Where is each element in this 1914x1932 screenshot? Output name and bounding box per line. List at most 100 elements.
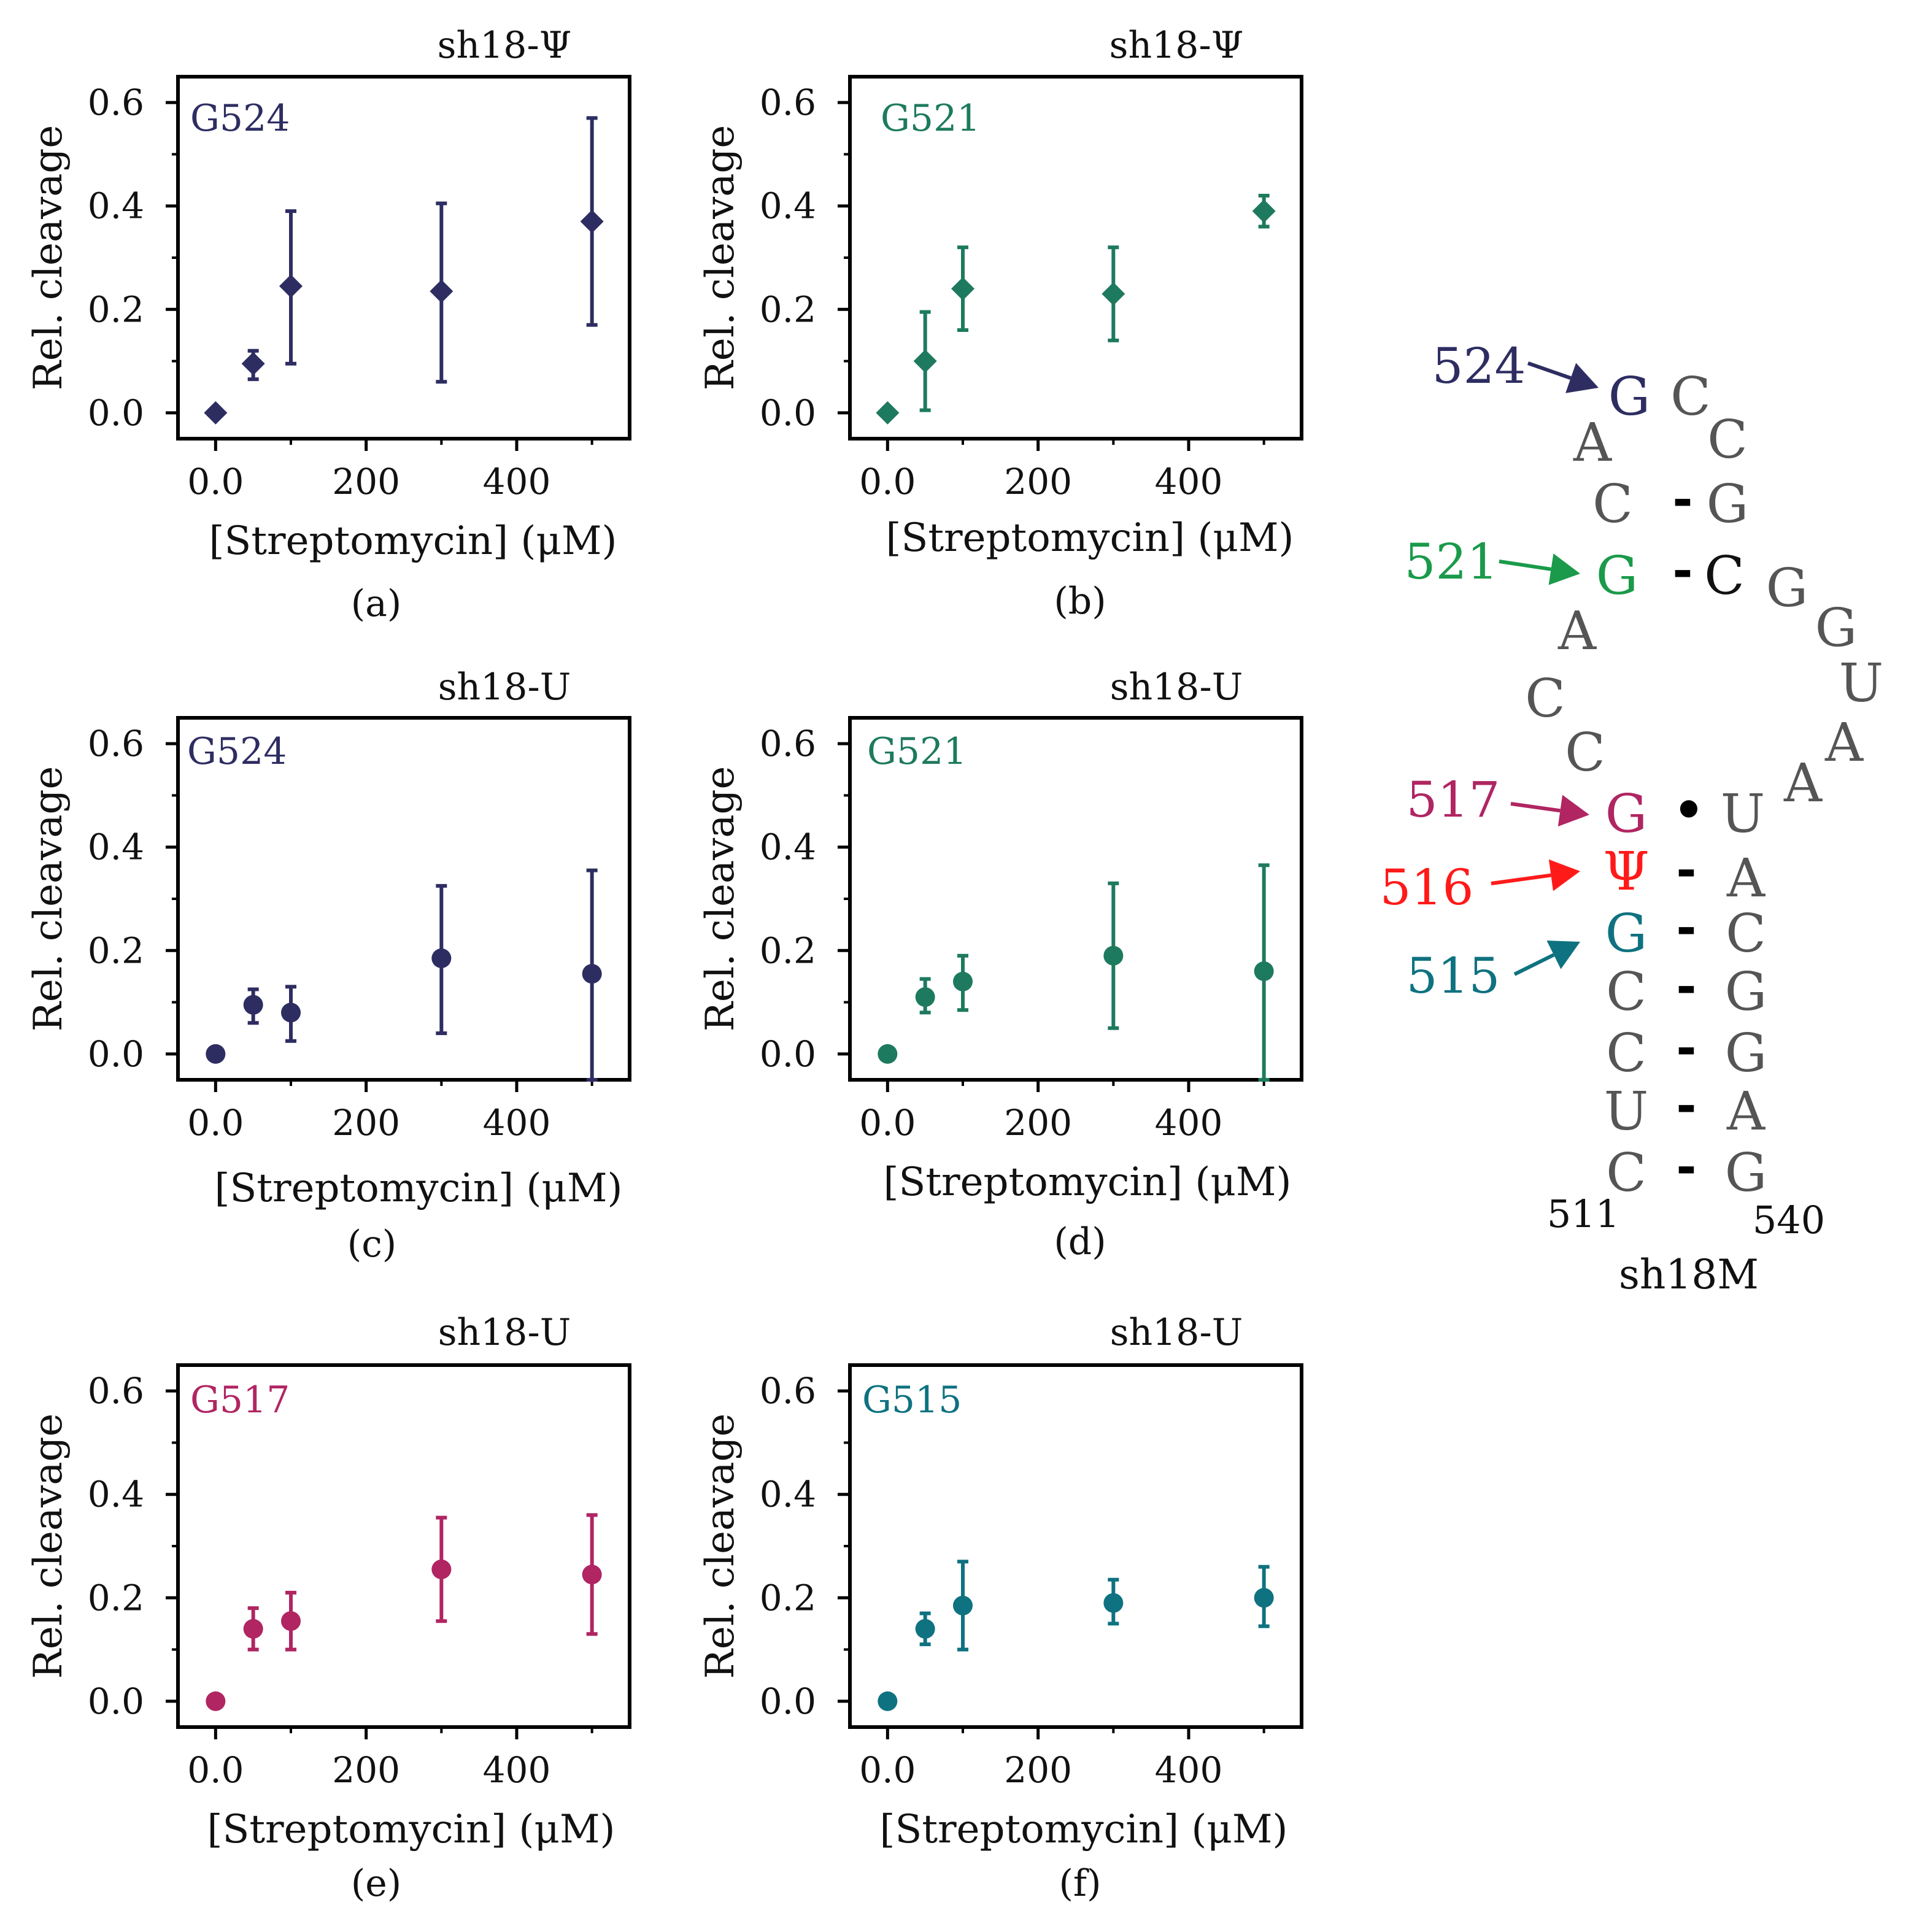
axes-ticks: 0.0 0.2 0.4 0.6 0.0 200 400 (760, 82, 1265, 502)
base-531: U (1839, 653, 1883, 714)
y-tick-label: 0.6 (760, 82, 816, 123)
base-539: A (1726, 1081, 1765, 1142)
y-tick-label: 0.6 (88, 82, 144, 123)
data-point (206, 1044, 226, 1064)
x-tick-label: 0.0 (859, 1102, 916, 1144)
x-axis-label: [Streptomycin] (μM) (207, 1807, 615, 1852)
arrow-head (1565, 363, 1599, 393)
x-axis-label: [Streptomycin] (μM) (215, 1166, 623, 1211)
data-point (580, 210, 604, 233)
x-tick-label: 200 (1004, 461, 1072, 502)
data-point (582, 964, 602, 984)
panel-label: (f) (1059, 1862, 1101, 1905)
data-point (1103, 945, 1124, 966)
data-marks (206, 868, 602, 1082)
base-514: C (1606, 961, 1646, 1023)
base-533: A (1783, 753, 1823, 814)
data-point (431, 948, 452, 968)
arrow-label-521: 521 (1405, 533, 1499, 590)
structure-title: sh18M (1619, 1251, 1759, 1298)
data-point (915, 1618, 935, 1639)
x-tick-label: 0.0 (187, 461, 244, 502)
pair-bond: - (1676, 899, 1696, 956)
axes-ticks: 0.0 0.2 0.4 0.6 0.0 200 400 (88, 723, 593, 1144)
data-point (1254, 961, 1274, 981)
y-tick-label: 0.4 (88, 826, 144, 868)
base-520: A (1557, 601, 1597, 662)
base-517: G (1605, 783, 1648, 845)
base-524: G (1608, 366, 1651, 428)
x-axis-label: [Streptomycin] (μM) (886, 515, 1294, 561)
data-point (241, 352, 265, 375)
panel-title: sh18-U (1110, 1311, 1243, 1354)
arrow-head (1546, 941, 1580, 969)
inset-label: G524 (187, 730, 287, 773)
inset-label: G521 (867, 730, 967, 773)
base-530: G (1815, 598, 1858, 659)
y-axis-label: Rel. cleavage (698, 125, 743, 391)
y-tick-label: 0.0 (760, 1033, 816, 1075)
base-525: C (1670, 366, 1711, 428)
data-marks (878, 1560, 1274, 1711)
panel-label: (b) (1054, 580, 1106, 623)
data-point (953, 1595, 973, 1615)
data-point (1103, 1593, 1124, 1613)
panel-c: sh18-U G524 Rel. cleavage [Streptomycin]… (26, 666, 631, 1266)
inset-label: G515 (862, 1379, 962, 1422)
inset-label: G521 (881, 97, 980, 140)
pair-bond: - (1676, 1139, 1696, 1196)
base-521: G (1596, 545, 1638, 607)
x-tick-label: 0.0 (859, 461, 916, 502)
y-axis-label: Rel. cleavage (26, 1414, 71, 1679)
data-point (243, 1618, 263, 1639)
y-tick-label: 0.6 (88, 1370, 144, 1412)
arrow-head (1557, 795, 1589, 827)
axes-ticks: 0.0 0.2 0.4 0.6 0.0 200 400 (88, 1370, 593, 1791)
y-axis-label: Rel. cleavage (26, 125, 71, 391)
y-tick-label: 0.6 (88, 723, 144, 764)
end-label-511: 511 (1547, 1191, 1619, 1236)
y-tick-label: 0.0 (88, 392, 144, 434)
arrow-shaft (1527, 361, 1572, 380)
data-point (281, 1611, 301, 1631)
pair-bond: - (1672, 471, 1692, 528)
y-tick-label: 0.2 (88, 288, 144, 330)
data-point (430, 279, 453, 303)
base-512: U (1604, 1081, 1648, 1142)
arrow-shaft (1510, 802, 1561, 813)
x-tick-label: 400 (1155, 461, 1223, 502)
data-marks (204, 116, 604, 425)
pair-bond: - (1676, 842, 1696, 899)
panel-title: sh18-U (438, 1311, 571, 1354)
data-point (281, 1003, 301, 1023)
arrow-head (1548, 553, 1580, 585)
base-519: C (1525, 668, 1565, 729)
base-522: C (1592, 474, 1633, 535)
y-tick-label: 0.0 (88, 1033, 144, 1075)
x-tick-label: 400 (483, 1749, 551, 1791)
data-point (582, 1564, 602, 1585)
pair-bond: - (1676, 958, 1696, 1015)
base-528: C (1704, 545, 1745, 607)
base-511: C (1606, 1142, 1646, 1204)
x-tick-label: 200 (332, 461, 400, 502)
base-518: C (1565, 722, 1605, 783)
data-point (1254, 1588, 1274, 1608)
arrow-label-516: 516 (1380, 859, 1474, 916)
x-axis-label: [Streptomycin] (μM) (880, 1807, 1288, 1852)
base-535: A (1726, 848, 1765, 909)
pair-wobble-dot: • (1673, 782, 1704, 839)
x-tick-label: 400 (483, 1102, 551, 1144)
arrow-shaft (1491, 873, 1551, 885)
y-tick-label: 0.2 (760, 929, 816, 971)
arrow-label-524: 524 (1432, 337, 1526, 394)
x-tick-label: 400 (1155, 1749, 1223, 1791)
panel-title: sh18-Ψ (438, 24, 572, 67)
y-tick-label: 0.2 (760, 288, 816, 330)
base-534: U (1721, 783, 1765, 845)
data-point (878, 1044, 898, 1064)
x-tick-label: 400 (483, 461, 551, 502)
y-tick-label: 0.4 (88, 1474, 144, 1515)
x-tick-label: 200 (1004, 1102, 1072, 1144)
